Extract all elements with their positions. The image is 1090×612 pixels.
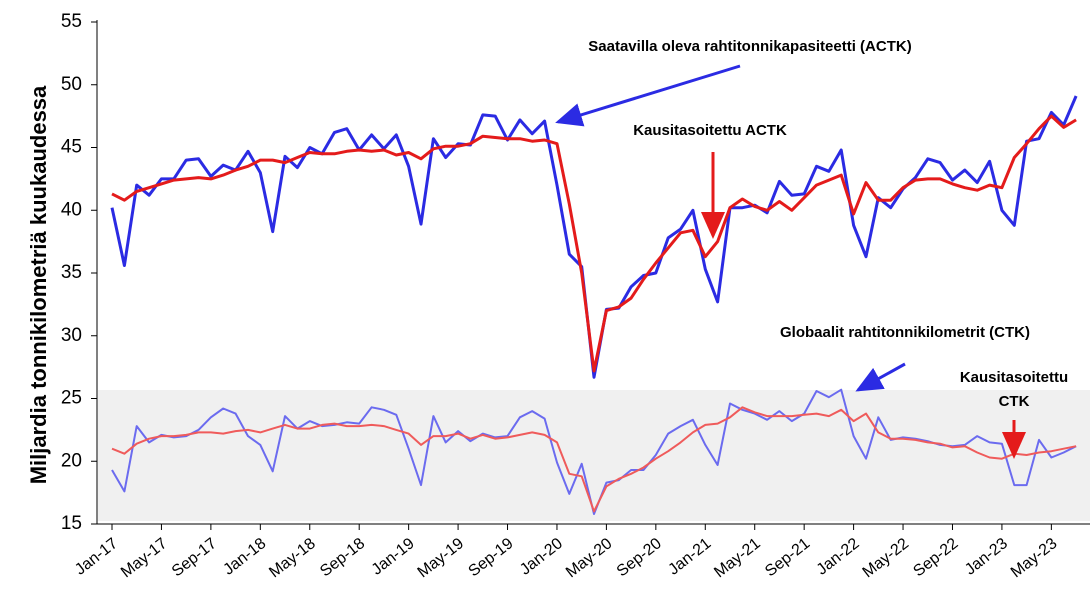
- y-tick-label: 50: [61, 74, 82, 95]
- x-tick-label: May-20: [563, 535, 616, 581]
- x-tick-label: May-17: [118, 535, 171, 581]
- x-tick-label: Sep-20: [614, 535, 665, 580]
- annotation: Kausitasoitettu ACTK: [633, 122, 787, 139]
- y-tick-label: 20: [61, 450, 82, 471]
- x-tick-label: Jan-17: [72, 535, 121, 579]
- y-tick-label: 15: [61, 513, 82, 534]
- x-tick-label: May-22: [860, 535, 913, 581]
- series-line: [111, 388, 1077, 515]
- y-tick-label: 55: [61, 11, 82, 32]
- y-tick-label: 35: [61, 262, 82, 283]
- y-axis-label: Miljardia tonnikilometriä kuukaudessa: [26, 85, 51, 484]
- x-tick-label: Sep-21: [762, 535, 813, 580]
- y-tick-label: 40: [61, 199, 82, 220]
- y-tick-label: 30: [61, 325, 82, 346]
- x-tick-label: Jan-22: [814, 535, 863, 579]
- x-tick-label: May-18: [266, 535, 319, 581]
- annotation-arrow: [855, 362, 906, 392]
- series-line: [111, 406, 1077, 513]
- x-tick-label: Jan-20: [517, 535, 566, 579]
- x-tick-label: Jan-18: [220, 535, 269, 579]
- x-tick-label: Jan-21: [665, 535, 714, 579]
- y-tick-label: 25: [61, 388, 82, 409]
- series-line: [111, 114, 1077, 373]
- y-tick-label: 45: [61, 137, 82, 158]
- annotation: Kausitasoitettu CTK: [959, 369, 1069, 410]
- x-tick-label: Sep-17: [169, 535, 220, 580]
- x-tick-label: Jan-19: [369, 535, 418, 579]
- x-tick-label: May-19: [415, 535, 468, 581]
- x-tick-label: Sep-19: [465, 535, 516, 580]
- annotation-arrow: [555, 64, 741, 127]
- x-tick-label: Sep-18: [317, 535, 368, 580]
- x-tick-label: May-23: [1008, 535, 1061, 581]
- annotation: Saatavilla oleva rahtitonnikapasiteetti …: [588, 38, 912, 55]
- x-tick-label: Sep-22: [910, 535, 961, 580]
- x-tick-label: Jan-23: [962, 535, 1011, 579]
- annotation: Globaalit rahtitonnikilometrit (CTK): [780, 324, 1030, 341]
- x-tick-label: May-21: [711, 535, 764, 581]
- ctk-panel: [98, 390, 1090, 521]
- series-line: [110, 95, 1078, 379]
